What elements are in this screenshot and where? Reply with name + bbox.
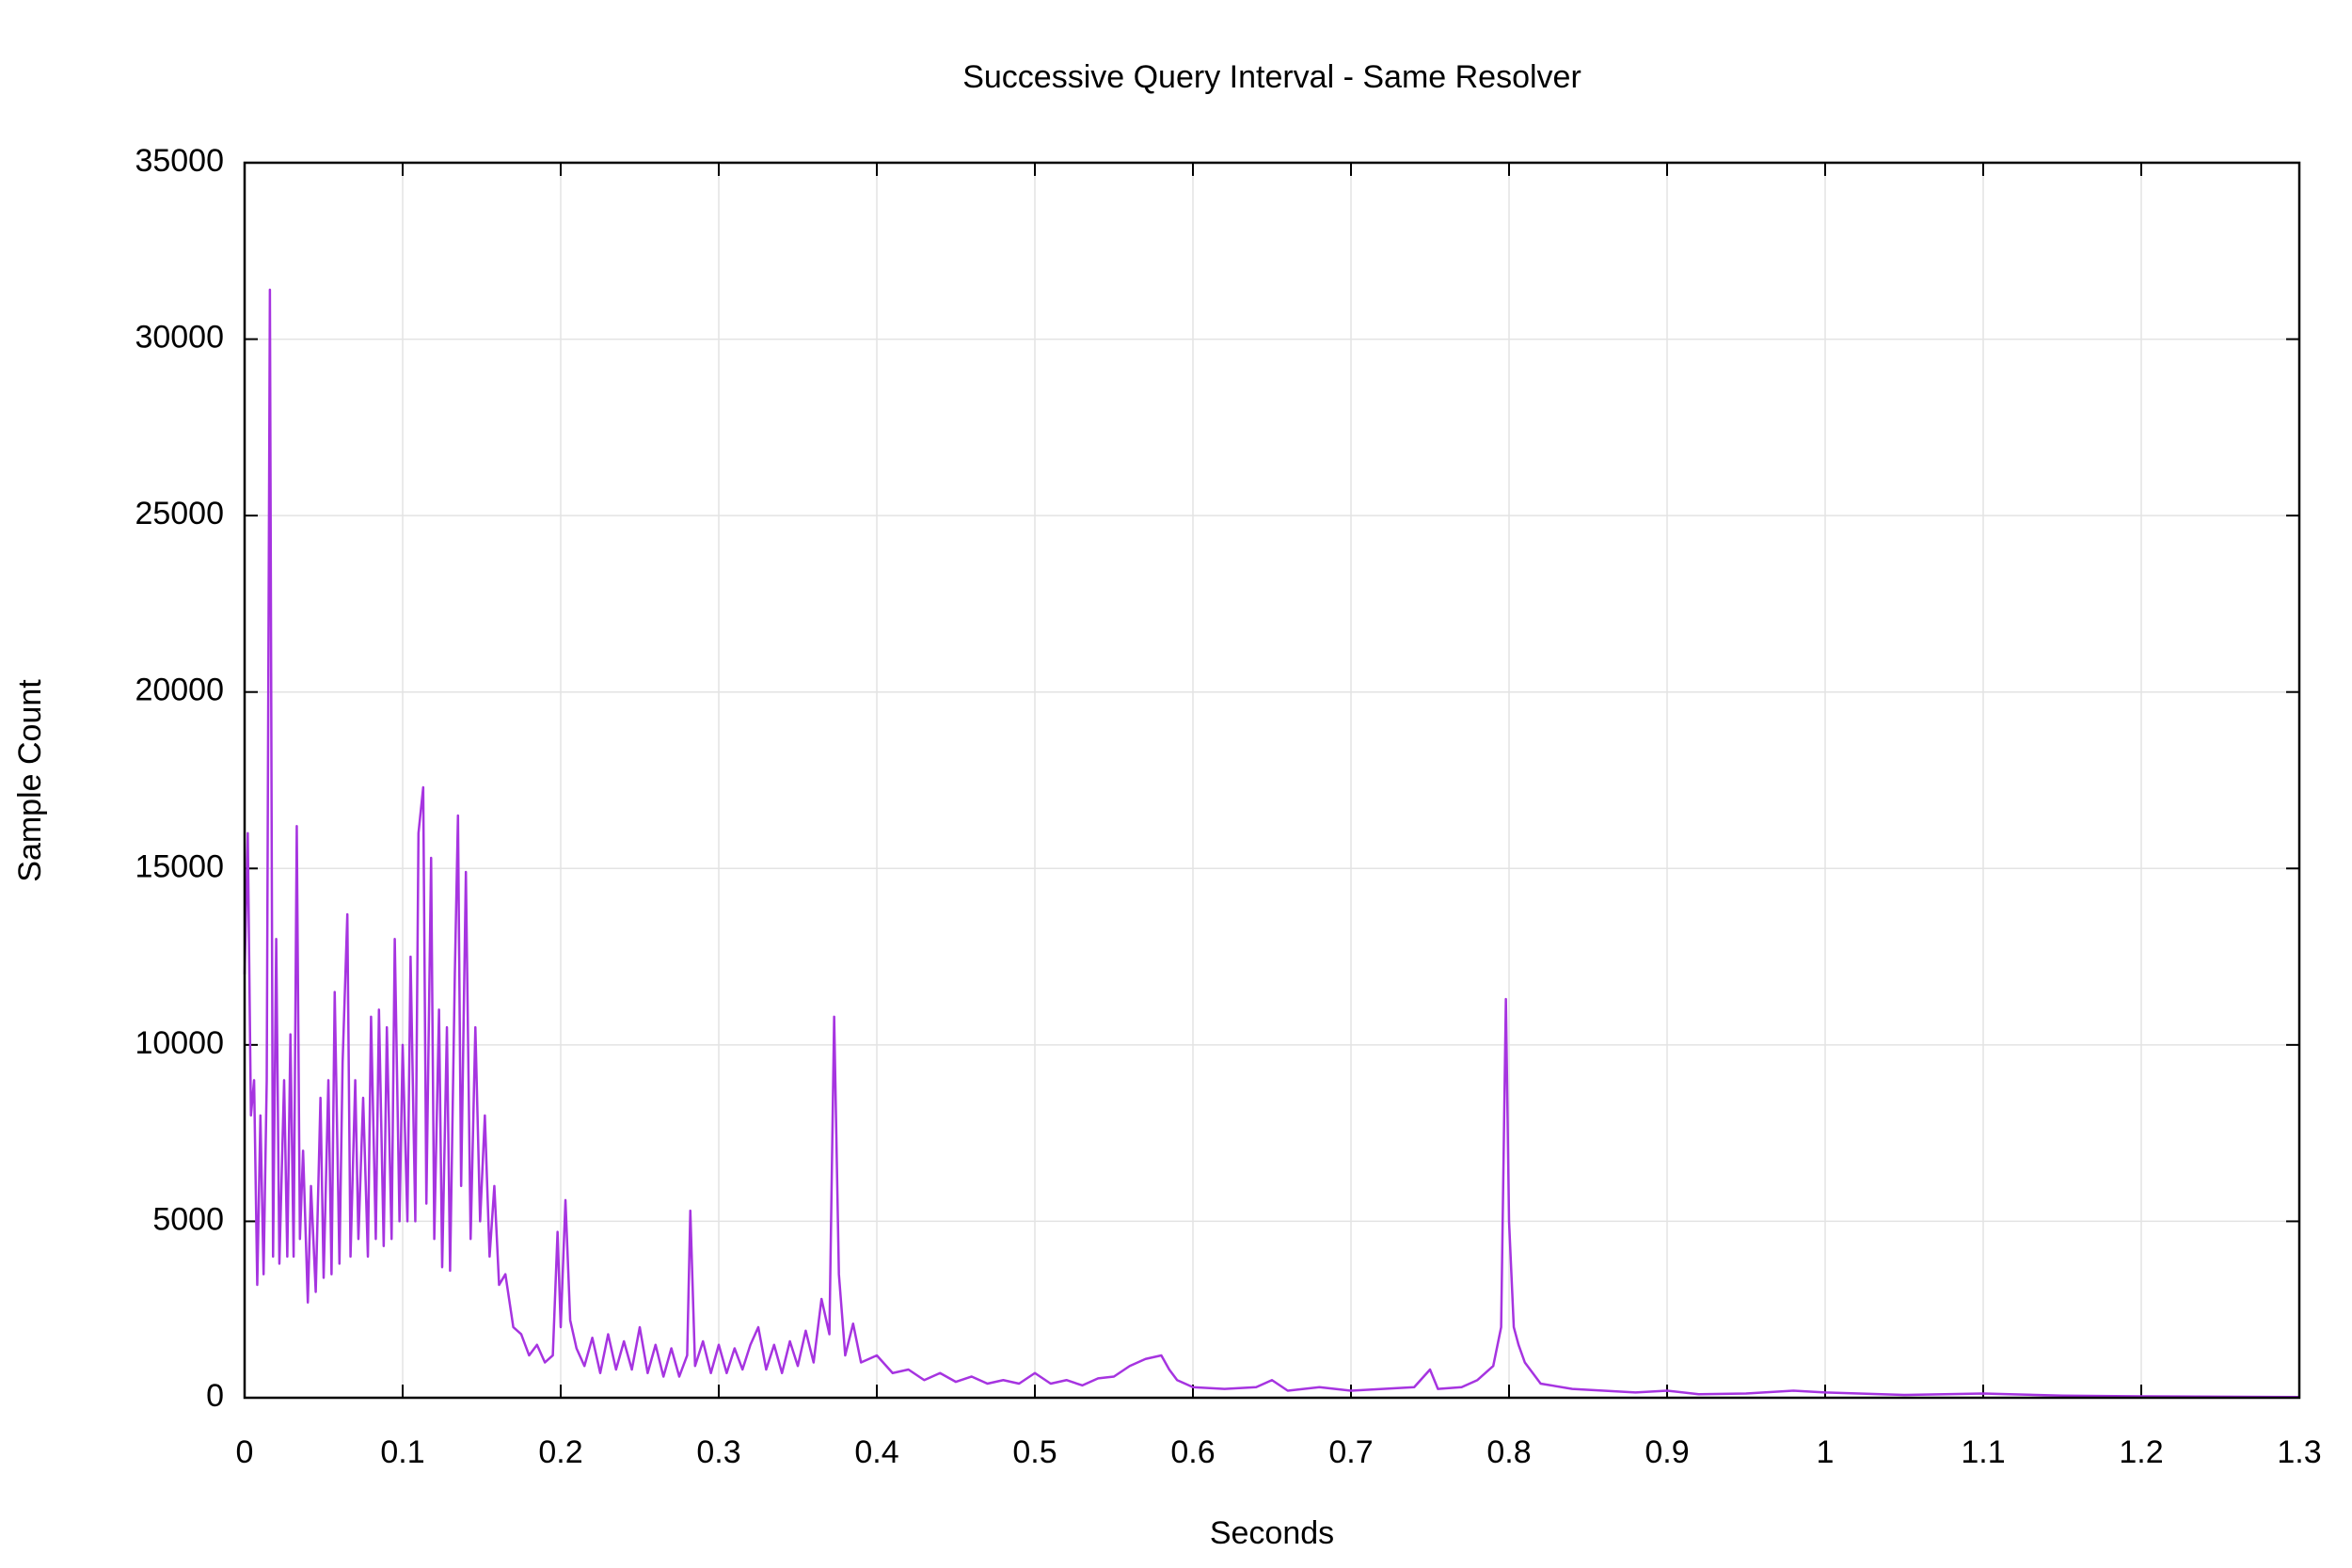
chart-title: Successive Query Interval - Same Resolve… bbox=[962, 59, 1581, 95]
y-tick-label: 0 bbox=[206, 1378, 224, 1414]
x-tick-label: 0.7 bbox=[1328, 1434, 1373, 1470]
y-tick-label: 35000 bbox=[135, 143, 224, 179]
x-axis-label: Seconds bbox=[1210, 1515, 1334, 1551]
x-tick-label: 1.2 bbox=[2119, 1434, 2163, 1470]
x-tick-label: 0.9 bbox=[1645, 1434, 1689, 1470]
y-tick-label: 5000 bbox=[152, 1201, 224, 1237]
x-tick-label: 1.3 bbox=[2277, 1434, 2321, 1470]
data-line bbox=[243, 288, 2300, 1399]
x-tick-label: 1.1 bbox=[1961, 1434, 2005, 1470]
y-tick-label: 10000 bbox=[135, 1025, 224, 1061]
x-tick-label: 0.2 bbox=[538, 1434, 582, 1470]
x-tick-label: 0.4 bbox=[854, 1434, 898, 1470]
y-tick-label: 15000 bbox=[135, 848, 224, 884]
plot-frame bbox=[243, 161, 2301, 1400]
x-tick-label: 0.5 bbox=[1012, 1434, 1057, 1470]
y-axis-label: Sample Count bbox=[12, 679, 48, 882]
y-tick-label: 30000 bbox=[135, 320, 224, 356]
x-tick-label: 0.3 bbox=[696, 1434, 740, 1470]
x-tick-label: 0 bbox=[236, 1434, 254, 1470]
y-tick-label: 25000 bbox=[135, 496, 224, 531]
x-tick-label: 1 bbox=[1817, 1434, 1835, 1470]
x-tick-label: 0.8 bbox=[1486, 1434, 1531, 1470]
x-tick-label: 0.1 bbox=[380, 1434, 424, 1470]
y-tick-label: 20000 bbox=[135, 673, 224, 708]
x-tick-label: 0.6 bbox=[1170, 1434, 1215, 1470]
